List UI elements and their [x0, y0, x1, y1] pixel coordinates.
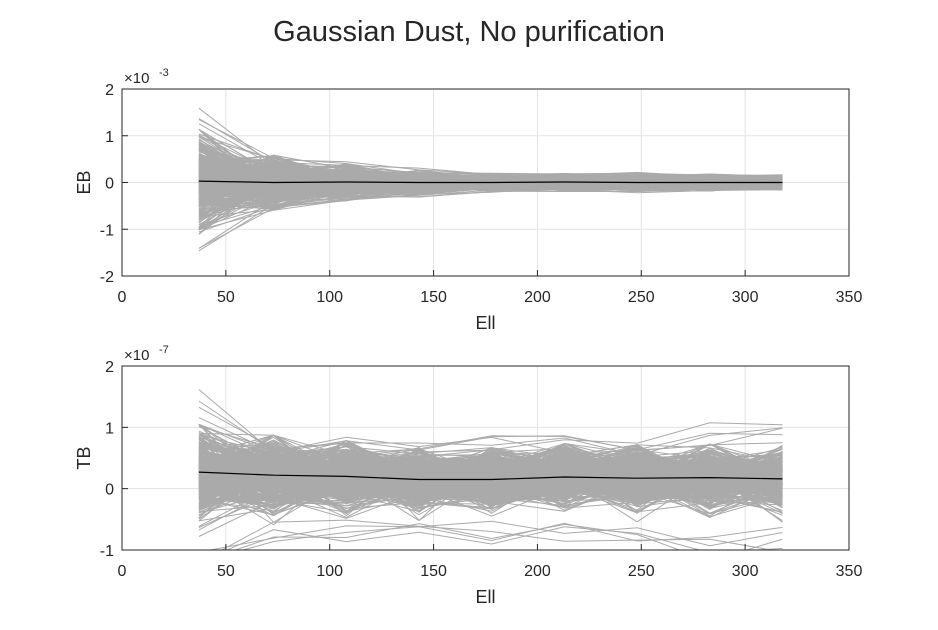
x-tick-label: 350 — [836, 563, 863, 580]
realization-line — [198, 400, 783, 455]
realization-line — [198, 466, 783, 502]
realization-line — [198, 165, 783, 189]
figure-title: Gaussian Dust, No purification — [273, 16, 665, 48]
realization-line — [198, 177, 783, 201]
tb-x-ticks: 0 50 100 150 200 250 300 350 — [118, 544, 863, 580]
realization-line — [198, 153, 783, 190]
y-tick-label: 0 — [105, 176, 114, 193]
y-tick-label: 1 — [105, 420, 114, 437]
x-tick-label: 200 — [524, 289, 551, 306]
eb-x-ticks: 0 50 100 150 200 250 300 350 — [118, 270, 863, 306]
x-tick-label: 100 — [316, 563, 343, 580]
x-tick-label: 100 — [316, 289, 343, 306]
mean-line — [198, 471, 783, 481]
eb-y-ticks: -2 -1 0 1 2 — [100, 82, 128, 286]
eb-x-axis-label: Ell — [475, 313, 495, 333]
tb-realization-lines — [198, 389, 783, 550]
y-tick-label: 2 — [105, 359, 114, 376]
realization-line — [198, 454, 783, 501]
realization-line — [198, 389, 783, 454]
tb-y-ticks: -1 0 1 2 — [100, 359, 128, 560]
x-tick-label: 250 — [628, 563, 655, 580]
y-tick-label: 2 — [105, 82, 114, 99]
x-tick-label: 150 — [420, 289, 447, 306]
realization-line — [220, 519, 775, 550]
eb-exponent: -3 — [159, 67, 169, 79]
tb-x-axis-label: Ell — [475, 587, 495, 607]
tb-mean-series — [198, 471, 783, 481]
realization-line — [241, 520, 783, 550]
realization-line — [198, 463, 783, 515]
x-tick-label: 150 — [420, 563, 447, 580]
realization-line — [198, 188, 783, 252]
realization-line — [198, 188, 783, 249]
x-tick-label: 0 — [118, 289, 127, 306]
realization-line — [233, 523, 783, 550]
realization-line — [198, 451, 783, 493]
mean-line — [198, 180, 783, 184]
tb-y-axis-label: TB — [74, 446, 94, 469]
eb-exponent-base: ×10 — [124, 70, 149, 87]
realization-line — [198, 450, 783, 522]
realization-line — [198, 453, 783, 491]
x-tick-label: 50 — [217, 289, 235, 306]
realization-line — [207, 522, 783, 550]
eb-axes: 0 50 100 150 200 250 300 350 -2 -1 0 1 2 ×10 -3 Ell… — [74, 67, 862, 333]
y-tick-label: 1 — [105, 129, 114, 146]
y-tick-label: -1 — [100, 222, 114, 239]
tb-exponent: -7 — [159, 344, 169, 356]
realization-line — [198, 425, 783, 456]
realization-line — [198, 172, 783, 195]
x-tick-label: 50 — [217, 563, 235, 580]
realization-line — [198, 470, 783, 511]
eb-y-axis-label: EB — [74, 170, 94, 194]
x-tick-label: 300 — [732, 289, 759, 306]
x-tick-label: 0 — [118, 563, 127, 580]
tb-exponent-base: ×10 — [124, 347, 149, 364]
x-tick-label: 300 — [732, 563, 759, 580]
realization-line — [198, 465, 783, 506]
realization-line — [225, 526, 783, 550]
x-tick-label: 200 — [524, 563, 551, 580]
y-tick-label: -2 — [100, 269, 114, 286]
x-tick-label: 350 — [836, 289, 863, 306]
eb-mean-series — [198, 180, 783, 184]
tb-axes-frame — [121, 365, 850, 551]
realization-line — [198, 457, 783, 503]
x-tick-label: 250 — [628, 289, 655, 306]
realization-line — [198, 406, 783, 458]
y-tick-label: -1 — [100, 543, 114, 560]
realization-line — [198, 457, 783, 496]
realization-line — [198, 107, 783, 178]
y-tick-label: 0 — [105, 482, 114, 499]
